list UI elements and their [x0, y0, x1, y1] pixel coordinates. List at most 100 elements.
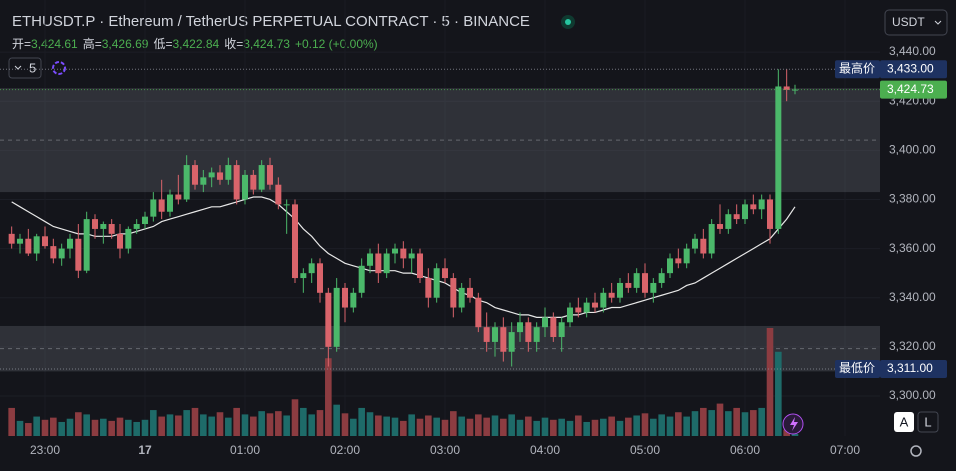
volume-bar	[333, 404, 340, 436]
volume-bar	[666, 416, 674, 436]
volume-bar	[50, 417, 57, 436]
volume-bar	[25, 423, 32, 436]
candle-body	[550, 317, 557, 338]
x-tick-label: 23:00	[30, 443, 60, 457]
candle-body	[408, 253, 415, 259]
candle-body	[108, 224, 115, 234]
candle-body	[167, 194, 173, 212]
volume-bar	[291, 399, 299, 436]
volume-bar	[91, 419, 99, 436]
candle-body	[217, 172, 223, 180]
ohlc-value: 3,426.69	[102, 37, 149, 51]
candle-body	[192, 165, 198, 185]
candle-body	[67, 238, 73, 249]
log-scale-label: L	[924, 414, 931, 429]
currency-dropdown[interactable]	[884, 9, 948, 36]
status-dot-core	[565, 19, 571, 25]
candle-body	[242, 174, 248, 200]
candle-body	[625, 282, 632, 288]
volume-bar	[108, 420, 115, 436]
volume-bar	[675, 412, 682, 436]
volume-bar	[500, 418, 507, 436]
volume-bar	[16, 420, 24, 436]
ohlc-legend: 开= 3,424.61 高= 3,426.69 低= 3,422.84 收= 3,424.73…	[12, 36, 378, 51]
candle-body	[367, 253, 373, 266]
volume-bar	[391, 417, 399, 436]
auto-scale-label: A	[900, 414, 909, 429]
candle-body	[658, 273, 665, 283]
candle-body	[450, 278, 457, 308]
candle-body	[575, 307, 582, 313]
candle-body	[383, 253, 390, 274]
price-label-value: 3,424.73	[887, 82, 934, 96]
ohlc-value: 3,424.73	[243, 37, 290, 51]
x-tick-label: 04:00	[530, 443, 560, 457]
candle-body	[425, 278, 432, 298]
volume-bar	[725, 411, 732, 436]
volume-bar	[633, 415, 640, 436]
volume-bar	[8, 407, 15, 436]
x-tick-label: 01:00	[230, 443, 260, 457]
volume-bar	[275, 411, 282, 436]
candle-body	[667, 258, 673, 274]
candle-body	[8, 233, 15, 244]
volume-bar	[166, 414, 174, 436]
auto-scale-button[interactable]	[894, 412, 914, 432]
volume-bar	[575, 415, 582, 436]
candle-body	[258, 165, 265, 190]
candle-body	[692, 238, 698, 249]
volume-bar	[225, 417, 232, 436]
volume-bar	[266, 413, 274, 436]
plot	[0, 51, 880, 436]
candle-body	[608, 292, 615, 298]
log-scale-button[interactable]	[917, 411, 939, 433]
settings-icon[interactable]	[910, 445, 922, 457]
price-label-value: 3,433.00	[887, 61, 934, 75]
volume-bar	[83, 414, 90, 436]
volume-bar	[658, 414, 665, 436]
candle-body	[642, 273, 648, 293]
candle-body	[158, 199, 165, 212]
ohlc-change: +0.12 (+0.00%)	[295, 37, 378, 51]
volume-bar	[375, 415, 382, 436]
price-label-name: 最低价	[839, 361, 875, 375]
volume-bar	[516, 419, 524, 436]
candle-body	[25, 238, 32, 254]
dropdown-chevron	[934, 20, 942, 25]
interval-button[interactable]	[8, 57, 42, 79]
ohlc-label: 收=	[224, 37, 243, 51]
x-tick-label: 05:00	[630, 443, 660, 457]
candle-body	[375, 253, 382, 274]
candle-body	[417, 253, 423, 279]
price-label-name: 最高价	[839, 60, 875, 75]
y-tick-label: 3,380.00	[889, 192, 936, 206]
volume-bar	[441, 419, 449, 436]
volume-bar	[258, 411, 265, 436]
candle-body	[400, 248, 407, 259]
y-tick-label: 3,340.00	[889, 290, 936, 304]
candle-body	[233, 165, 240, 200]
volume-bar	[625, 417, 632, 436]
candle-body	[342, 287, 348, 308]
candle-body	[458, 287, 465, 308]
volume-bar	[241, 414, 249, 436]
volume-bar	[550, 419, 557, 436]
candle-body	[175, 194, 182, 200]
candle-body	[358, 265, 365, 293]
ohlc-label: 开=	[12, 37, 31, 51]
candle-body	[283, 204, 290, 206]
x-tick-label: 06:00	[730, 443, 760, 457]
candle-body	[583, 302, 590, 313]
candle-body	[483, 327, 490, 342]
candle-body	[708, 224, 715, 254]
x-tick-label: 02:00	[330, 443, 360, 457]
volume-bar	[150, 410, 157, 436]
candle-body	[775, 86, 782, 229]
indicator-icon[interactable]	[52, 61, 66, 75]
volume-bar	[641, 413, 649, 436]
candle-body	[683, 248, 690, 264]
volume-bar	[416, 418, 424, 436]
candle-body	[517, 322, 523, 333]
candle-body	[558, 322, 565, 338]
